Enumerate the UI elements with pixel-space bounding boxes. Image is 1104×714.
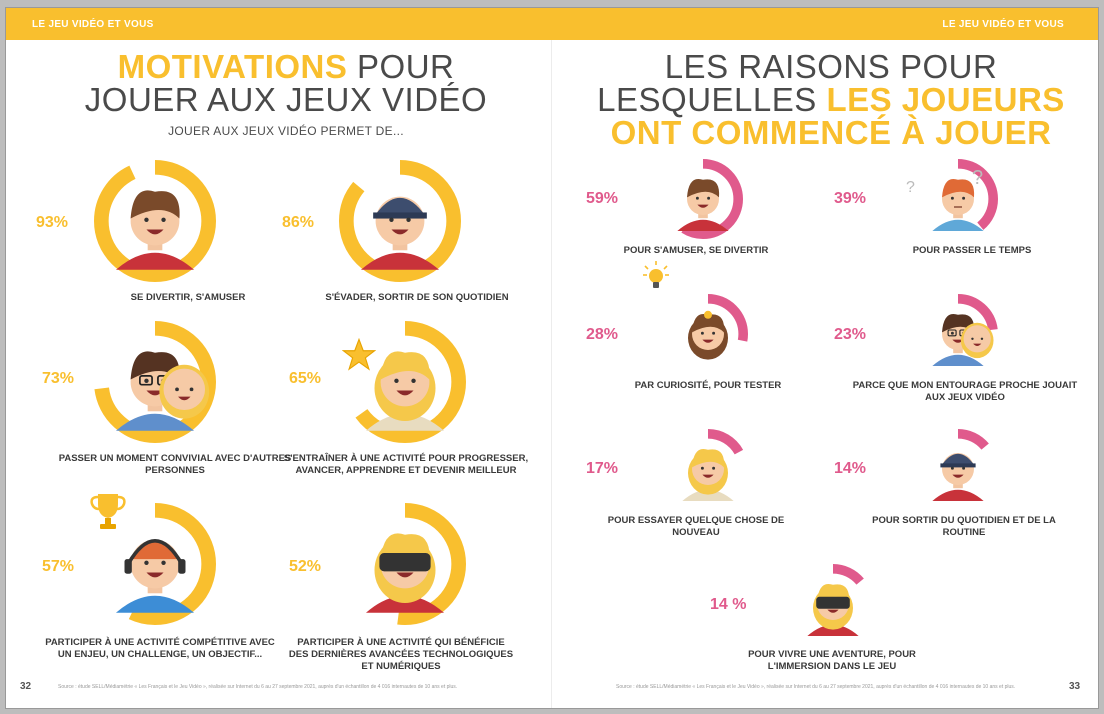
- left-title-highlight: MOTIVATIONS: [117, 48, 348, 85]
- item-caption: PARTICIPER À UNE ACTIVITÉ QUI BÉNÉFICIE …: [288, 637, 514, 672]
- percentage-value: 39%: [834, 190, 867, 207]
- right-title-line2-plain: LESQUELLES: [597, 81, 827, 118]
- item-caption: PARCE QUE MON ENTOURAGE PROCHE JOUAIT AU…: [852, 380, 1078, 403]
- progress-ring-arc: [339, 160, 461, 282]
- progress-ring-arc: [344, 321, 466, 443]
- progress-ring-arc: [344, 503, 466, 625]
- progress-ring: [918, 429, 998, 509]
- progress-ring-arc: [663, 159, 743, 239]
- character-illustration: [115, 351, 210, 431]
- header-right-label: LE JEU VIDÉO ET VOUS: [942, 19, 1064, 30]
- percentage-value: 73%: [42, 370, 75, 387]
- left-page-title: MOTIVATIONS POUR JOUER AUX JEUX VIDÉO: [66, 50, 506, 116]
- right-page-number: 33: [1069, 681, 1081, 692]
- right-page-footnote: Source : étude SELL/Médiamétrie « Les Fr…: [616, 684, 1016, 690]
- character-illustration: [365, 351, 445, 431]
- character-illustration: [807, 583, 859, 636]
- item-caption: PASSER UN MOMENT CONVIVIAL AVEC D'AUTRES…: [58, 453, 292, 476]
- progress-ring-arc: [94, 160, 216, 282]
- progress-ring-arc: [668, 294, 748, 374]
- character-illustration: [682, 310, 734, 366]
- page-header-bar: LE JEU VIDÉO ET VOUS LE JEU VIDÉO ET VOU…: [6, 8, 1098, 40]
- progress-ring-arc: [668, 429, 748, 509]
- percentage-value: 93%: [36, 214, 69, 231]
- item-caption: S'ENTRAÎNER À UNE ACTIVITÉ POUR PROGRESS…: [283, 453, 529, 476]
- progress-ring-arc: [94, 321, 216, 443]
- item-caption: POUR PASSER LE TEMPS: [912, 245, 1032, 256]
- percentage-value: 17%: [586, 460, 619, 477]
- left-title-line1-rest: POUR: [347, 48, 455, 85]
- character-illustration: [932, 313, 994, 366]
- item-caption: PAR CURIOSITÉ, POUR TESTER: [634, 380, 782, 391]
- item-caption: POUR ESSAYER QUELQUE CHOSE DE NOUVEAU: [607, 515, 785, 538]
- right-title-line1: LES RAISONS POUR: [664, 48, 998, 85]
- progress-ring: [344, 503, 466, 625]
- progress-ring: [668, 294, 748, 374]
- percentage-value: 59%: [586, 190, 619, 207]
- percentage-value: 14%: [834, 460, 867, 477]
- svg-text:?: ?: [906, 179, 915, 196]
- progress-ring: [918, 159, 998, 239]
- progress-ring: [339, 160, 461, 282]
- item-caption: POUR S'AMUSER, SE DIVERTIR: [623, 245, 769, 256]
- percentage-value: 57%: [42, 558, 75, 575]
- percentage-value: 14 %: [710, 596, 747, 613]
- percentage-value: 28%: [586, 326, 619, 343]
- svg-text:?: ?: [972, 167, 983, 189]
- item-caption: POUR VIVRE UNE AVENTURE, POUR L'IMMERSIO…: [748, 649, 916, 672]
- character-illustration: [360, 196, 440, 270]
- right-title-line3-highlight: ONT COMMENCÉ À JOUER: [610, 114, 1052, 151]
- trophy-icon: [90, 494, 126, 529]
- character-illustration: [682, 448, 734, 501]
- character-illustration: [115, 190, 195, 270]
- magazine-spread: LE JEU VIDÉO ET VOUS LE JEU VIDÉO ET VOU…: [6, 8, 1098, 708]
- percentage-value: 23%: [834, 326, 867, 343]
- progress-ring: [94, 503, 216, 625]
- left-page-subtitle: JOUER AUX JEUX VIDÉO PERMET DE...: [168, 124, 404, 138]
- right-title-line2-highlight: LES JOUEURS: [826, 81, 1065, 118]
- character-illustration: [115, 539, 195, 613]
- character-illustration: [677, 178, 729, 231]
- progress-ring: [94, 160, 216, 282]
- progress-ring: [663, 159, 743, 239]
- item-caption: S'ÉVADER, SORTIR DE SON QUOTIDIEN: [325, 292, 509, 303]
- header-left-label: LE JEU VIDÉO ET VOUS: [32, 19, 154, 30]
- progress-ring: [344, 321, 466, 443]
- percentage-value: 86%: [282, 214, 315, 231]
- progress-ring: [793, 564, 873, 644]
- progress-ring: [918, 294, 998, 374]
- progress-ring: [94, 321, 216, 443]
- page-gutter: [551, 40, 552, 708]
- character-illustration: [932, 453, 984, 501]
- star-icon: [342, 338, 376, 371]
- progress-ring-arc: [94, 503, 216, 625]
- lightbulb-icon: [643, 261, 669, 288]
- question-mark-icons: ? ?: [906, 167, 983, 196]
- item-caption: POUR SORTIR DU QUOTIDIEN ET DE LA ROUTIN…: [872, 515, 1056, 538]
- percentage-value: 52%: [289, 558, 322, 575]
- item-caption: SE DIVERTIR, S'AMUSER: [130, 292, 246, 303]
- percentage-value: 65%: [289, 370, 322, 387]
- item-caption: PARTICIPER À UNE ACTIVITÉ COMPÉTITIVE AV…: [45, 637, 275, 660]
- character-illustration: [932, 178, 984, 231]
- right-page-title: LES RAISONS POUR LESQUELLES LES JOUEURS …: [596, 50, 1066, 149]
- left-page-number: 32: [20, 681, 32, 692]
- progress-ring: [668, 429, 748, 509]
- left-title-line2: JOUER AUX JEUX VIDÉO: [84, 81, 488, 118]
- character-illustration: [365, 533, 445, 613]
- left-page-footnote: Source : étude SELL/Médiamétrie « Les Fr…: [58, 684, 458, 690]
- progress-ring-arc: [918, 294, 998, 374]
- progress-ring-arc: [918, 159, 998, 239]
